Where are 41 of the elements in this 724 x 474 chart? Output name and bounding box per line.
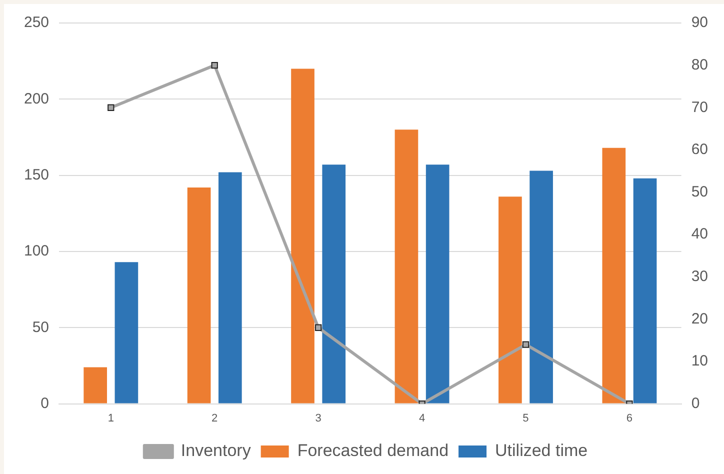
y-tick-label: 50 [32,318,50,336]
bar [187,188,211,404]
bar [426,164,450,404]
bar [322,164,346,404]
y2-tick-label: 20 [691,310,708,328]
legend-label: Utilized time [495,441,588,460]
point [211,62,218,69]
y2-tick-label: 90 [691,14,708,32]
x-tick-label: 2 [212,412,218,424]
bar [498,196,522,404]
y2-tick-label: 70 [691,98,708,116]
legend-label: Inventory [180,441,252,460]
bar [84,367,107,404]
x-tick-label: 3 [315,412,322,424]
y2-tick-label: 10 [691,352,708,370]
bar [291,68,314,404]
bar [633,178,657,404]
point [314,324,322,331]
y2-tick-label: 30 [691,268,708,286]
y2-tick-label: 80 [691,56,708,74]
bar [394,130,418,404]
y-tick-label: 200 [24,90,50,108]
point [108,104,114,111]
bar [114,262,138,404]
x-tick-label: 1 [108,412,114,424]
y2-tick-label: 0 [691,394,700,412]
y2-tick-label: 60 [691,141,708,158]
x-tick-label: 4 [418,412,426,424]
y-tick-label: 0 [40,394,50,412]
y-tick-label: 100 [24,242,50,260]
bar [218,172,242,404]
y2-tick-label: 50 [691,183,708,200]
x-tick-label: 6 [626,412,633,424]
point [522,341,530,348]
y2-tick-label: 40 [691,226,708,243]
y-tick-label: 250 [24,14,50,32]
x-tick-label: 5 [522,412,529,424]
legend-label: Forecasted demand [297,441,449,460]
bar [530,170,553,404]
bar [602,148,626,404]
y-tick-label: 150 [24,166,50,184]
